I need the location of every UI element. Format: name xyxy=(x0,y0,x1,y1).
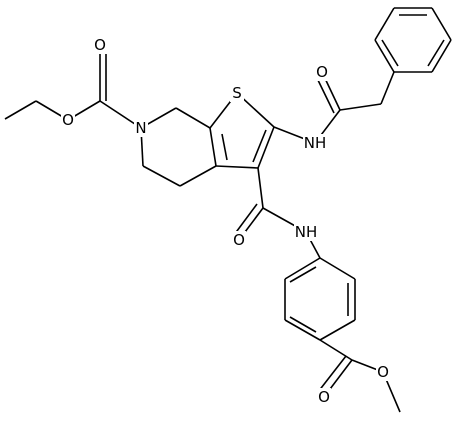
atom-labels: O O N S O NH O NH O O xyxy=(61,36,390,406)
atom-label: O xyxy=(94,36,106,54)
label-background xyxy=(315,63,329,81)
atom-label: N xyxy=(135,119,146,137)
label-background xyxy=(61,111,75,129)
bonds xyxy=(4,7,452,413)
label-background xyxy=(303,134,327,152)
atom-label: S xyxy=(232,84,242,102)
label-background xyxy=(294,223,318,241)
atom-label: O xyxy=(62,111,74,129)
label-background xyxy=(93,36,107,54)
atom-label: O xyxy=(318,388,330,406)
atom-label: O xyxy=(316,63,328,81)
atom-label: NH xyxy=(304,134,327,152)
atom-label: NH xyxy=(295,223,318,241)
label-background xyxy=(230,84,244,102)
label-background xyxy=(134,119,148,137)
atom-label: O xyxy=(377,363,389,381)
label-background xyxy=(376,363,390,381)
label-background xyxy=(317,388,331,406)
atom-label: O xyxy=(233,231,245,249)
label-background xyxy=(232,231,246,249)
